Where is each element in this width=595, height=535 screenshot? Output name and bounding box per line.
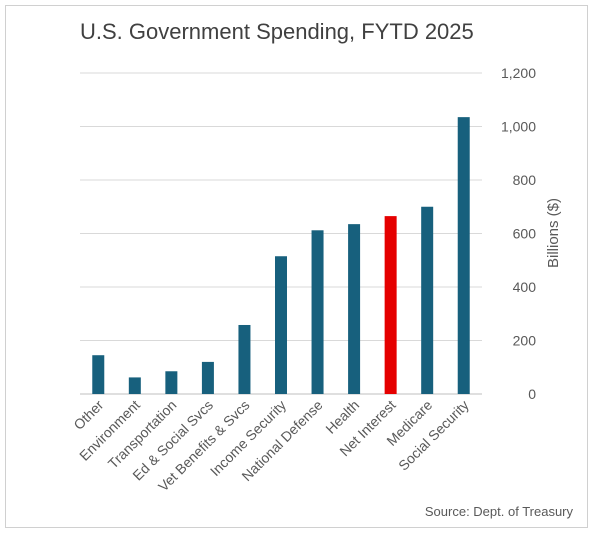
bars	[92, 117, 470, 394]
bar-net-interest	[384, 216, 397, 394]
source-note: Source: Dept. of Treasury	[424, 504, 573, 519]
y-tick-label: 600	[513, 226, 537, 242]
chart-title: U.S. Government Spending, FYTD 2025	[80, 19, 474, 44]
y-tick-label: 400	[513, 279, 537, 295]
bar-health	[348, 224, 361, 394]
bar-transportation	[165, 371, 178, 394]
y-tick-label: 1,200	[501, 65, 536, 81]
bar-vet-benefits-svcs	[238, 324, 251, 394]
y-tick-label: 0	[528, 386, 536, 402]
y-axis-label: Billions ($)	[545, 198, 562, 268]
chart-frame	[5, 5, 588, 528]
bar-medicare	[421, 206, 434, 394]
y-tick-label: 800	[513, 172, 537, 188]
bar-ed-social-svcs	[201, 361, 214, 394]
y-tick-labels: 0 200 400 600 800 1,000 1,200	[501, 65, 536, 402]
gridlines	[80, 72, 482, 395]
y-tick-label: 200	[513, 333, 537, 349]
bar-environment	[128, 377, 141, 394]
bar-income-security	[275, 256, 287, 394]
bar-social-security	[457, 117, 470, 394]
bar-national-defense	[311, 230, 324, 394]
bar-other	[92, 355, 105, 394]
y-tick-label: 1,000	[501, 119, 536, 135]
